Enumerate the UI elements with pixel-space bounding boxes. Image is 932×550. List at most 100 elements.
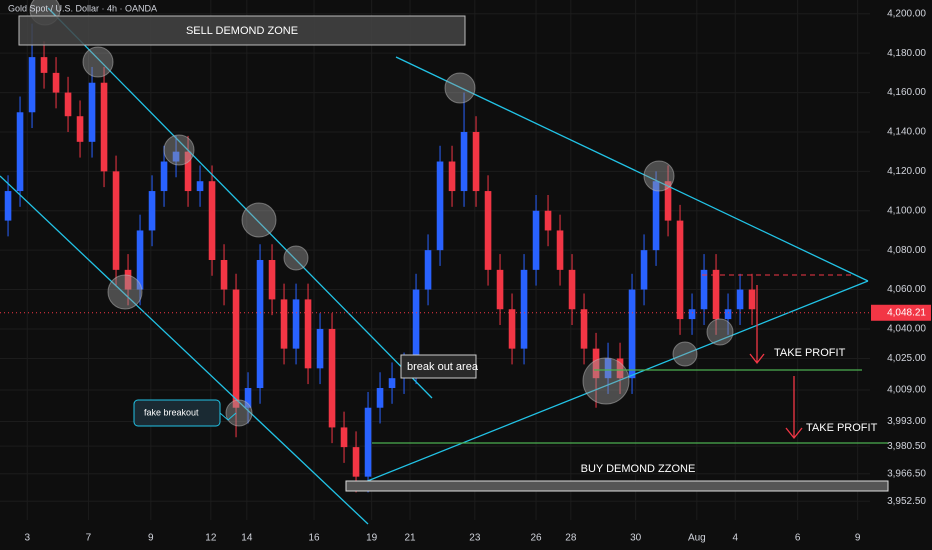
trend-line bbox=[0, 175, 369, 525]
candle-body bbox=[124, 269, 132, 290]
axes: 4,200.00 4,180.00 4,160.00 4,140.00 4,120.00… bbox=[0, 8, 931, 544]
x-tick-label: 3 bbox=[24, 533, 30, 544]
trend-line bbox=[349, 280, 869, 489]
candle-body bbox=[52, 72, 60, 93]
x-tick-label: 6 bbox=[795, 533, 801, 544]
circle bbox=[444, 72, 476, 104]
arrows bbox=[749, 285, 803, 440]
x-tick-label: 9 bbox=[855, 533, 861, 544]
candle-body bbox=[16, 112, 24, 192]
sell-zone bbox=[18, 15, 466, 46]
candle-body bbox=[556, 230, 564, 270]
candle-body bbox=[568, 269, 576, 310]
candle-body bbox=[412, 289, 420, 369]
candle-body bbox=[484, 191, 492, 270]
x-tick-label: 12 bbox=[205, 533, 217, 544]
circle bbox=[643, 160, 675, 192]
x-tick-label: 19 bbox=[366, 533, 378, 544]
y-tick-label: 4,009.00 bbox=[887, 385, 926, 396]
circle bbox=[82, 46, 114, 78]
x-tick-label: Aug bbox=[688, 533, 706, 544]
candle-body bbox=[676, 220, 684, 320]
candle-body bbox=[244, 388, 252, 408]
candle-body bbox=[220, 260, 228, 290]
circle bbox=[241, 202, 277, 238]
candle-body bbox=[436, 161, 444, 251]
y-tick-label: 4,080.00 bbox=[887, 245, 926, 256]
candle-body bbox=[64, 92, 72, 117]
buy-zone-label: BUY DEMOND ZZONE bbox=[581, 463, 696, 475]
candle-body bbox=[472, 131, 480, 192]
candle-body bbox=[520, 269, 528, 349]
candle-body bbox=[160, 161, 168, 192]
candles bbox=[4, 23, 756, 493]
y-tick-label: 3,993.00 bbox=[887, 416, 926, 427]
chart-title: Gold Spot / U.S. Dollar · 4h · OANDA bbox=[8, 3, 157, 13]
x-tick-label: 4 bbox=[732, 533, 738, 544]
candle-body bbox=[136, 230, 144, 290]
candle-body bbox=[688, 309, 696, 320]
take-profit-label: TAKE PROFIT bbox=[774, 347, 846, 359]
candle-body bbox=[724, 309, 732, 320]
last-price-label: 4,048.21 bbox=[887, 307, 926, 318]
candle-body bbox=[292, 299, 300, 349]
x-tick-label: 14 bbox=[241, 533, 253, 544]
candle-body bbox=[232, 289, 240, 408]
candle-body bbox=[280, 299, 288, 349]
candle-body bbox=[748, 289, 756, 310]
circle bbox=[163, 134, 195, 166]
candle-body bbox=[508, 309, 516, 349]
circle bbox=[107, 274, 143, 310]
y-tick-label: 4,100.00 bbox=[887, 205, 926, 216]
breakout-label: break out area bbox=[407, 361, 479, 373]
candle-body bbox=[316, 328, 324, 369]
candle-body bbox=[652, 181, 660, 251]
y-tick-label: 4,140.00 bbox=[887, 127, 926, 138]
candle-body bbox=[256, 260, 264, 389]
y-tick-label: 3,980.50 bbox=[887, 441, 926, 452]
x-tick-label: 9 bbox=[148, 533, 154, 544]
candle-body bbox=[40, 57, 48, 73]
candle-body bbox=[592, 348, 600, 379]
candle-body bbox=[580, 309, 588, 349]
candle-body bbox=[496, 269, 504, 310]
arrow bbox=[749, 285, 765, 365]
buy-zone bbox=[345, 480, 889, 492]
trend-line bbox=[47, 7, 433, 399]
candle-body bbox=[340, 427, 348, 448]
candle-body bbox=[532, 210, 540, 270]
y-tick-label: 4,040.00 bbox=[887, 324, 926, 335]
x-tick-label: 21 bbox=[404, 533, 416, 544]
circle bbox=[706, 318, 734, 346]
candle-body bbox=[616, 358, 624, 379]
y-tick-label: 3,966.50 bbox=[887, 468, 926, 479]
candle-body bbox=[208, 181, 216, 260]
x-tick-label: 28 bbox=[565, 533, 577, 544]
candle-body bbox=[640, 250, 648, 290]
callout-pointer bbox=[219, 412, 237, 421]
x-tick-label: 7 bbox=[86, 533, 92, 544]
circle bbox=[582, 357, 630, 405]
candle-body bbox=[304, 299, 312, 369]
take-profit-label: TAKE PROFIT bbox=[806, 422, 878, 434]
candle-body bbox=[88, 82, 96, 142]
breakout-box bbox=[400, 354, 477, 379]
candle-body bbox=[388, 378, 396, 389]
fake-breakout-label: fake breakout bbox=[144, 407, 199, 417]
circle bbox=[283, 245, 309, 271]
x-tick-label: 30 bbox=[630, 533, 642, 544]
candle-body bbox=[712, 269, 720, 320]
y-tick-label: 4,160.00 bbox=[887, 87, 926, 98]
y-tick-label: 4,120.00 bbox=[887, 166, 926, 177]
y-tick-label: 4,060.00 bbox=[887, 284, 926, 295]
candle-body bbox=[328, 328, 336, 428]
last-price-tag bbox=[871, 304, 931, 321]
candle-body bbox=[736, 289, 744, 310]
y-tick-label: 4,180.00 bbox=[887, 48, 926, 59]
circle bbox=[672, 341, 698, 367]
x-tick-label: 23 bbox=[469, 533, 481, 544]
candle-body bbox=[100, 82, 108, 172]
candle-body bbox=[364, 407, 372, 477]
